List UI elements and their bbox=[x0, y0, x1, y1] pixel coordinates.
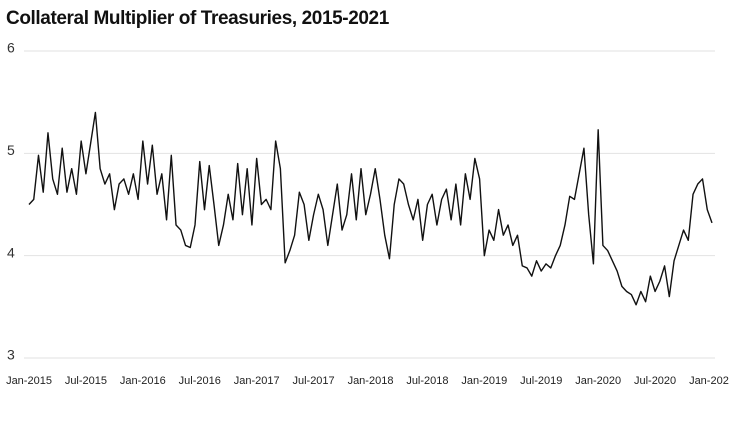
y-tick-label: 6 bbox=[7, 40, 15, 56]
y-tick-label: 3 bbox=[7, 347, 15, 363]
x-tick-label: Jan-2015 bbox=[6, 375, 52, 387]
x-tick-label: Jul-2016 bbox=[179, 375, 221, 387]
x-tick-label: Jul-2018 bbox=[406, 375, 448, 387]
x-tick-label: Jan-2021 bbox=[689, 375, 729, 387]
line bbox=[28, 111, 713, 306]
x-tick-label: Jan-2016 bbox=[120, 375, 166, 387]
x-tick-label: Jan-2020 bbox=[575, 375, 621, 387]
x-tick-label: Jan-2018 bbox=[348, 375, 394, 387]
x-tick-label: Jul-2015 bbox=[65, 375, 107, 387]
chart-title: Collateral Multiplier of Treasuries, 201… bbox=[6, 8, 390, 29]
x-tick-label: Jan-2019 bbox=[461, 375, 507, 387]
x-tick-label: Jul-2017 bbox=[292, 375, 334, 387]
y-tick-label: 4 bbox=[7, 244, 15, 260]
y-tick-label: 5 bbox=[7, 142, 15, 158]
x-tick-label: Jul-2019 bbox=[520, 375, 562, 387]
x-tick-label: Jan-2017 bbox=[234, 375, 280, 387]
x-tick-label: Jul-2020 bbox=[634, 375, 676, 387]
